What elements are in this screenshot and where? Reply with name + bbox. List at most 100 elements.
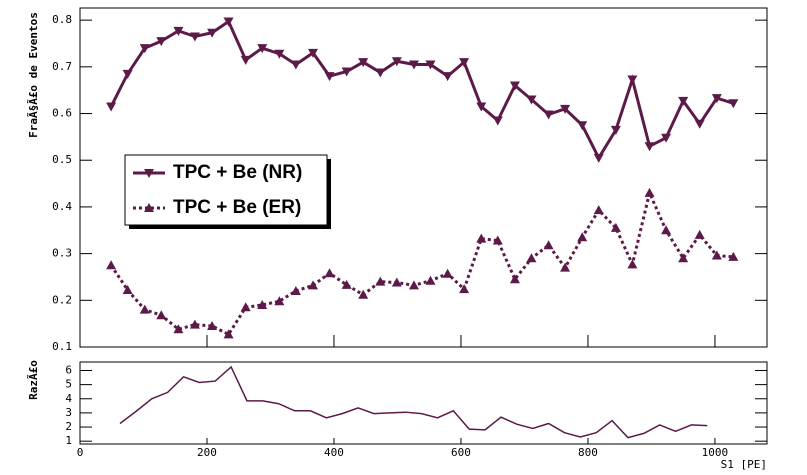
marker [375, 276, 386, 286]
marker [476, 102, 487, 112]
marker [509, 274, 520, 284]
y-axis-label: RazÃ£o [27, 360, 40, 400]
marker [492, 235, 503, 245]
marker [442, 72, 453, 82]
marker [391, 277, 402, 287]
marker [560, 262, 571, 272]
y-tick-label: 6 [65, 363, 72, 376]
marker [593, 205, 604, 215]
marker [324, 72, 335, 82]
marker [341, 67, 352, 77]
y-tick-label: 3 [65, 406, 72, 419]
marker [442, 268, 453, 278]
marker [526, 95, 537, 105]
x-tick-label: 800 [578, 446, 598, 459]
marker [543, 110, 554, 120]
y-axis-label: FraÃ§Ã£o de Eventos [27, 12, 40, 138]
legend-marker [144, 169, 154, 178]
x-tick-label: 200 [197, 446, 217, 459]
marker [391, 57, 402, 67]
marker [627, 75, 638, 85]
frame [79, 7, 768, 348]
marker [223, 17, 234, 27]
marker [425, 60, 436, 70]
marker [156, 310, 167, 320]
y-tick-label: 0.1 [52, 340, 72, 353]
x-tick-label: 0 [77, 446, 84, 459]
marker [694, 229, 705, 239]
marker [375, 68, 386, 78]
x-axis-label: S1 [PE] [721, 458, 767, 471]
marker [661, 133, 672, 143]
marker [526, 253, 537, 263]
x-tick-label: 600 [451, 446, 471, 459]
marker [711, 250, 722, 260]
marker [694, 119, 705, 129]
marker [492, 116, 503, 126]
marker [610, 222, 621, 232]
marker [425, 275, 436, 285]
y-tick-label: 0.4 [52, 200, 72, 213]
marker [207, 28, 218, 38]
marker [189, 32, 200, 42]
x-tick-label: 400 [324, 446, 344, 459]
marker [290, 285, 301, 295]
y-tick-label: 0.5 [52, 153, 72, 166]
marker [711, 94, 722, 104]
y-tick-label: 2 [65, 420, 72, 433]
y-tick-label: 0.2 [52, 293, 72, 306]
marker [610, 125, 621, 135]
x-tick-label: 1000 [702, 446, 729, 459]
marker [139, 44, 150, 54]
marker [408, 60, 419, 70]
y-tick-label: 4 [65, 392, 72, 405]
marker [173, 26, 184, 36]
marker [308, 48, 319, 58]
marker [139, 304, 150, 314]
legend-label: TPC + Be (ER) [173, 197, 301, 218]
marker [678, 253, 689, 263]
marker [274, 296, 285, 306]
marker [240, 302, 251, 312]
legend-marker [144, 203, 154, 212]
marker [661, 225, 672, 235]
marker [257, 299, 268, 309]
marker [593, 153, 604, 163]
marker [358, 289, 369, 299]
y-tick-label: 0.7 [52, 60, 72, 73]
marker [644, 142, 655, 152]
marker [408, 280, 419, 290]
marker [627, 259, 638, 269]
legend-label: TPC + Be (NR) [173, 162, 302, 183]
marker [156, 37, 167, 47]
marker [308, 280, 319, 290]
marker [728, 99, 739, 109]
marker [173, 324, 184, 334]
marker [358, 58, 369, 68]
marker [324, 268, 335, 278]
marker [122, 69, 133, 79]
y-tick-label: 0.3 [52, 247, 72, 260]
y-tick-label: 0.8 [52, 13, 72, 26]
marker [274, 49, 285, 59]
marker [122, 285, 133, 295]
marker [509, 81, 520, 91]
marker [476, 233, 487, 243]
marker [240, 55, 251, 65]
legend [124, 154, 328, 226]
marker [207, 320, 218, 330]
marker [257, 44, 268, 54]
marker [543, 240, 554, 250]
marker [341, 279, 352, 289]
y-tick-label: 1 [65, 434, 72, 447]
marker [189, 319, 200, 329]
marker [223, 329, 234, 339]
y-tick-label: 0.6 [52, 107, 72, 120]
marker [106, 260, 117, 270]
marker [560, 104, 571, 114]
marker [459, 58, 470, 68]
series-line [119, 365, 708, 439]
y-tick-label: 5 [65, 378, 72, 391]
marker [678, 96, 689, 106]
